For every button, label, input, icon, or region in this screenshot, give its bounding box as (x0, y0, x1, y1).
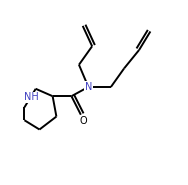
Text: O: O (80, 116, 87, 126)
Text: NH: NH (24, 92, 38, 102)
Text: N: N (85, 82, 92, 92)
